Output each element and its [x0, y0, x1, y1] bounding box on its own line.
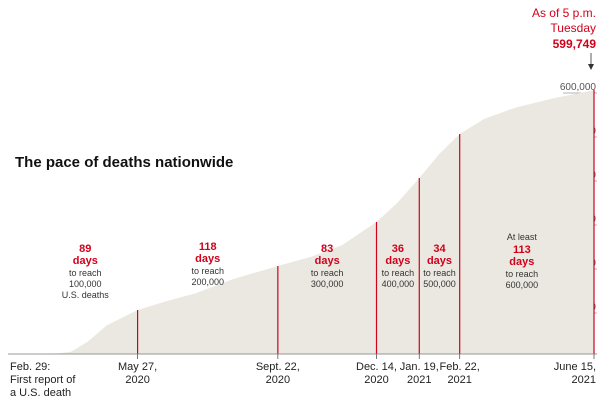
- date-label: Feb. 22,: [440, 361, 480, 373]
- interval-unit: days: [509, 256, 534, 268]
- interval-days: 83: [321, 243, 333, 255]
- interval-detail: 200,000: [191, 277, 224, 287]
- current-arrow-head: [588, 64, 594, 70]
- interval-unit: days: [315, 255, 340, 267]
- interval-unit: days: [195, 253, 220, 265]
- date-label: 2021: [572, 374, 596, 386]
- interval-detail: 400,000: [382, 279, 415, 289]
- start-label: Feb. 29:: [10, 361, 50, 373]
- interval-detail: to reach: [382, 268, 415, 278]
- date-label: Dec. 14,: [356, 361, 397, 373]
- interval-detail: 600,000: [506, 280, 539, 290]
- interval-unit: days: [427, 255, 452, 267]
- interval-prefix: At least: [507, 232, 538, 242]
- interval-days: 89: [79, 243, 91, 255]
- interval-detail: to reach: [69, 268, 102, 278]
- y-tick-label: 600,000: [560, 82, 597, 93]
- milestone-lines: [136, 90, 595, 354]
- interval-detail: 500,000: [423, 279, 456, 289]
- interval-detail: to reach: [423, 268, 456, 278]
- current-note-line: As of 5 p.m.: [532, 6, 596, 20]
- interval-detail: 300,000: [311, 279, 344, 289]
- current-value: 599,749: [553, 37, 597, 51]
- interval-unit: days: [385, 255, 410, 267]
- interval-detail: 100,000: [69, 279, 102, 289]
- interval-days: 118: [199, 241, 217, 253]
- date-label: 2020: [364, 374, 388, 386]
- current-annotation: As of 5 p.m.Tuesday 599,749: [532, 6, 596, 70]
- deaths-area: [33, 90, 594, 354]
- interval-days: 113: [513, 244, 531, 256]
- interval-detail: to reach: [506, 269, 539, 279]
- date-label: 2020: [266, 374, 290, 386]
- interval-detail: to reach: [311, 268, 344, 278]
- interval-unit: days: [73, 255, 98, 267]
- date-label: 2021: [407, 374, 431, 386]
- chart-title: The pace of deaths nationwide: [15, 154, 233, 171]
- current-note-line: Tuesday: [550, 21, 596, 35]
- interval-days: 34: [433, 243, 446, 255]
- interval-detail: to reach: [191, 266, 224, 276]
- date-label: Jan. 19,: [400, 361, 439, 373]
- date-label: Sept. 22,: [256, 361, 300, 373]
- start-label: First report of: [10, 374, 76, 386]
- start-label: a U.S. death: [10, 387, 71, 399]
- interval-days: 36: [392, 243, 404, 255]
- date-label: 2021: [447, 374, 471, 386]
- date-label: May 27,: [118, 361, 157, 373]
- date-label: June 15,: [554, 361, 596, 373]
- date-label: 2020: [125, 374, 149, 386]
- interval-detail: U.S. deaths: [62, 290, 110, 300]
